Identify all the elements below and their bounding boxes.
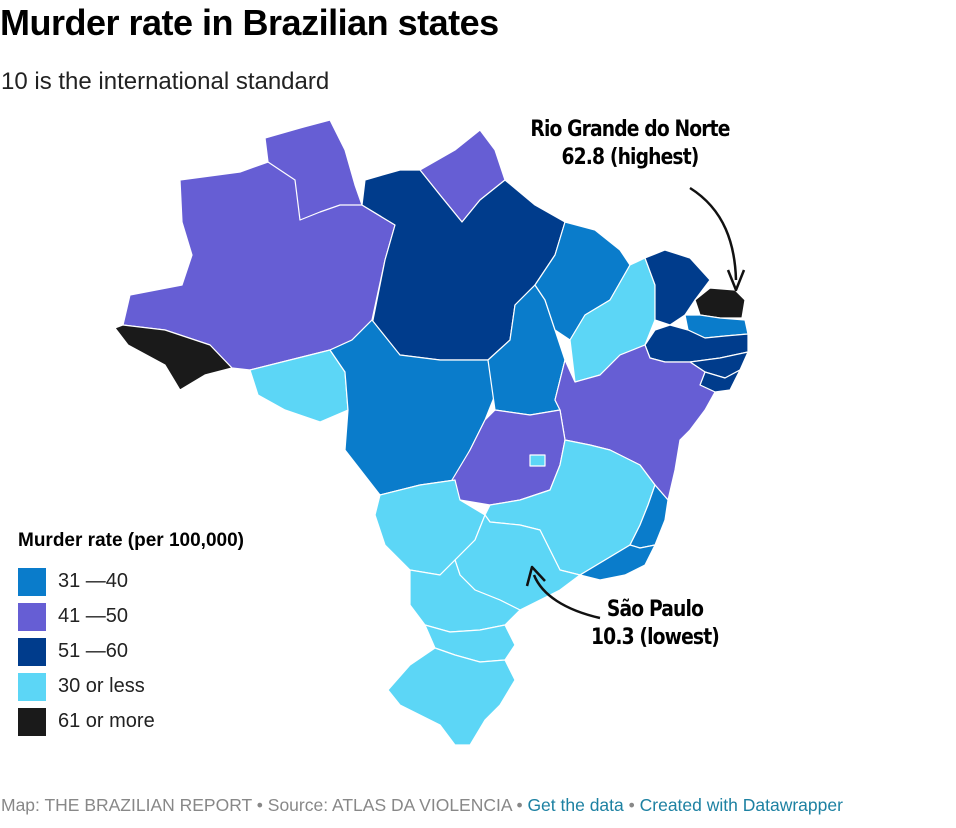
callout-lowest-value: 10.3 (lowest) [591,625,720,650]
legend-label: 41 —50 [58,605,129,627]
legend-swatch [18,637,46,666]
legend-swatch [18,602,46,631]
callout-arrow-lowest [532,574,601,620]
legend-label: 51 —60 [58,640,129,662]
callout-lowest: São Paulo 10.3 (lowest) [562,596,749,652]
legend-swatch [18,672,46,701]
legend-label: 30 or less [58,675,145,697]
legend-swatch [18,707,46,736]
callout-arrowhead-lowest [525,565,546,587]
state-distrito-federal[interactable] [529,454,546,467]
footer-separator: • [623,795,640,815]
state-ceara[interactable] [644,249,711,326]
chart-subtitle: 10 is the international standard [1,68,330,95]
callout-highest: Rio Grande do Norte 62.8 (highest) [524,116,737,172]
legend-title: Murder rate (per 100,000) [18,530,244,551]
legend-item: 41 —50 [18,599,244,634]
state-rio-de-janeiro[interactable] [579,544,656,581]
footer: Map: THE BRAZILIAN REPORT • Source: ATLA… [1,795,843,816]
datawrapper-link[interactable]: Created with Datawrapper [639,795,843,815]
legend-swatch [18,567,46,596]
callout-lowest-state: São Paulo [606,597,704,622]
callout-highest-state: Rio Grande do Norte [530,117,730,142]
state-roraima[interactable] [264,119,363,221]
legend-item: 31 —40 [18,564,244,599]
callout-highest-value: 62.8 (highest) [561,145,699,170]
legend-label: 31 —40 [58,570,129,592]
legend-label: 61 or more [58,710,155,732]
legend-item: 61 or more [18,704,244,739]
legend: Murder rate (per 100,000) 31 —40 41 —50 … [18,530,244,739]
chart-title: Murder rate in Brazilian states [0,2,499,43]
legend-item: 51 —60 [18,634,244,669]
callout-arrow-highest [689,186,738,281]
footer-separator: • [511,795,528,815]
state-rio-grande-do-sul[interactable] [387,647,516,746]
state-acre[interactable] [114,324,233,391]
footer-separator: • [251,795,268,815]
callout-arrowhead-highest [726,269,746,292]
footer-map-credit: Map: THE BRAZILIAN REPORT [1,795,252,815]
state-rio-grande-do-norte[interactable] [694,287,746,319]
legend-item: 30 or less [18,669,244,704]
get-the-data-link[interactable]: Get the data [527,795,624,815]
footer-source: Source: ATLAS DA VIOLENCIA [267,795,512,815]
